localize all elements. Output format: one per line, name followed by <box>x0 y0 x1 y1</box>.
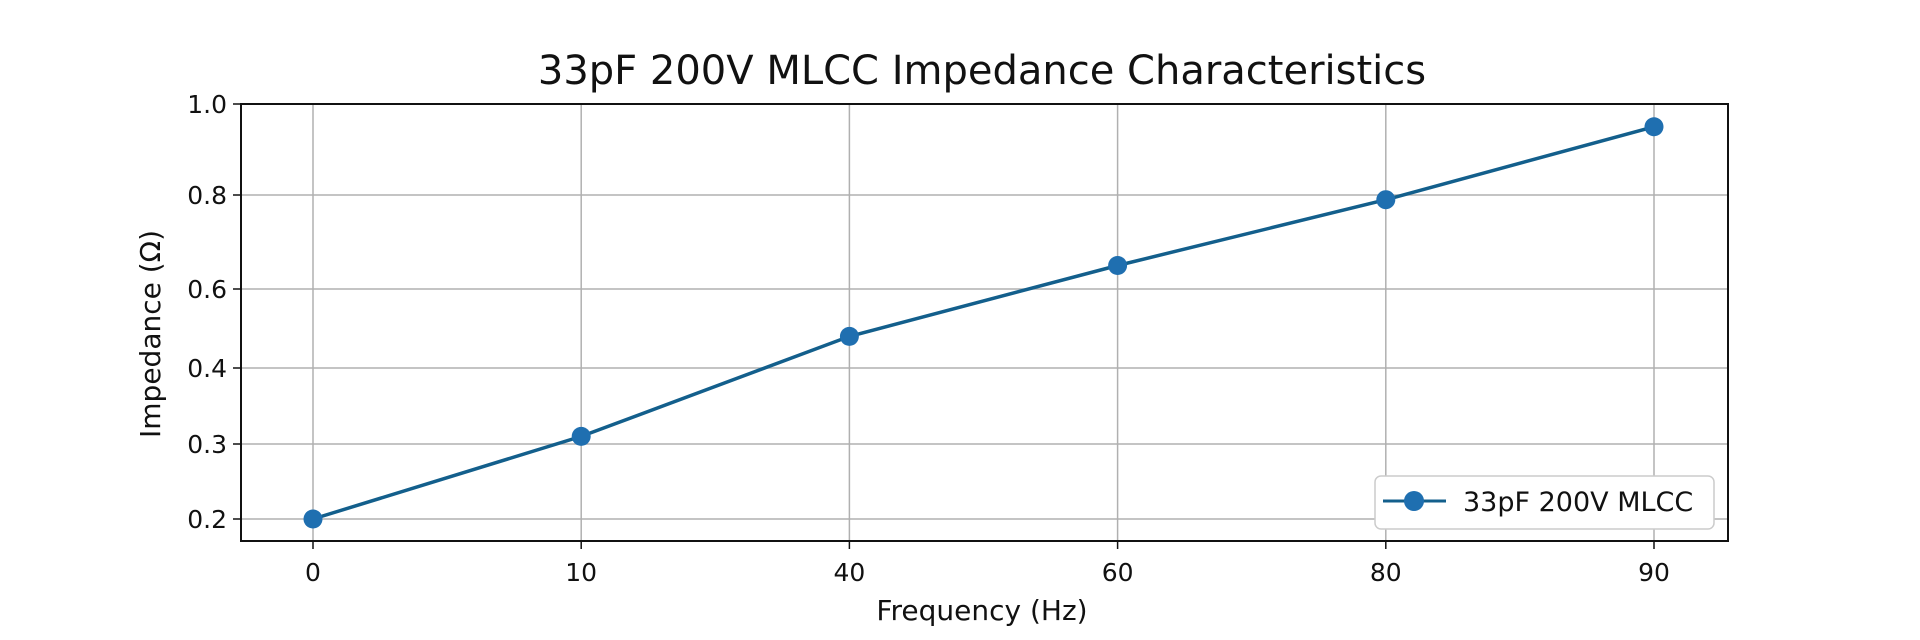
y-axis-label: Impedance (Ω) <box>134 230 167 438</box>
y-tick-label: 0.8 <box>187 181 227 210</box>
x-tick-label: 90 <box>1638 558 1670 587</box>
y-axis: 0.2 0.3 0.4 0.6 0.8 1.0 <box>187 90 241 534</box>
x-tick-label: 60 <box>1102 558 1134 587</box>
series-layer <box>303 117 1664 529</box>
data-point <box>1644 117 1664 137</box>
x-tick-label: 80 <box>1370 558 1402 587</box>
x-tick-label: 40 <box>833 558 865 587</box>
x-axis-label: Frequency (Hz) <box>876 594 1087 627</box>
data-point <box>303 509 323 529</box>
y-tick-label: 0.2 <box>187 505 227 534</box>
data-point <box>571 426 591 446</box>
legend-marker-icon <box>1404 491 1424 511</box>
y-tick-label: 1.0 <box>187 90 227 119</box>
chart-title: 33pF 200V MLCC Impedance Characteristics <box>538 48 1426 94</box>
legend-label: 33pF 200V MLCC <box>1463 487 1693 518</box>
legend-box <box>1374 475 1715 530</box>
x-axis: 0 10 40 60 80 90 <box>305 541 1670 587</box>
y-tick-label: 0.6 <box>187 275 227 304</box>
x-tick-label: 0 <box>305 558 321 587</box>
legend: 33pF 200V MLCC <box>1374 475 1715 530</box>
y-tick-label: 0.4 <box>187 354 227 383</box>
data-point <box>839 326 859 346</box>
plot-frame <box>240 103 1729 542</box>
data-point <box>1108 256 1128 275</box>
data-point <box>1376 190 1396 210</box>
series-line <box>312 125 1655 521</box>
x-tick-label: 10 <box>565 558 597 587</box>
y-tick-label: 0.3 <box>187 430 227 459</box>
